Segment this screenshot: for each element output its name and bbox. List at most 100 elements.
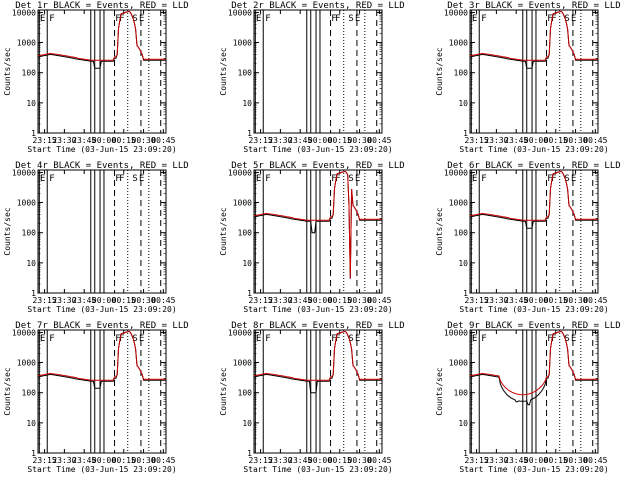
interval-letter: F	[115, 334, 120, 344]
y-tick-label: 10000	[12, 8, 36, 17]
x-tick-label: 00:30	[348, 296, 372, 305]
y-axis-label: Counts/sec	[435, 207, 444, 255]
y-tick-label: 1	[247, 289, 252, 298]
interval-letter: F	[551, 174, 556, 184]
interval-letter: E	[139, 174, 144, 184]
x-tick-label: 00:00	[524, 456, 548, 465]
interval-letter: F	[547, 174, 552, 184]
y-tick-label: 100	[238, 69, 253, 78]
x-tick-label: 23:45	[72, 456, 96, 465]
events-series-line	[469, 170, 598, 229]
x-axis-label: Start Time (03-Jun-15 23:09:20)	[243, 305, 392, 314]
plot-frame	[469, 169, 599, 294]
y-tick-label: 10000	[12, 328, 36, 337]
x-tick-label: 23:45	[72, 296, 96, 305]
x-tick-label: 23:30	[268, 456, 292, 465]
x-axis-label: Start Time (03-Jun-15 23:09:20)	[27, 145, 176, 154]
y-tick-label: 1	[463, 289, 468, 298]
interval-letter: S	[132, 334, 137, 344]
y-tick-label: 100	[22, 389, 37, 398]
x-tick-label: 23:30	[52, 136, 76, 145]
detector-panel-9: Det 9r BLACK = Events, RED = LLD 1 10 100 10…	[435, 321, 621, 474]
panel-title: Det 4r BLACK = Events, RED = LLD	[15, 161, 188, 171]
y-tick-label: 10	[458, 99, 468, 108]
interval-letter: E	[139, 334, 144, 344]
x-tick-label: 23:15	[33, 136, 57, 145]
x-tick-label: 00:30	[132, 456, 156, 465]
x-tick-label: 23:15	[465, 456, 489, 465]
y-axis-label: Counts/sec	[3, 47, 12, 95]
events-series-line	[469, 10, 598, 69]
interval-letter: F	[335, 14, 340, 24]
events-series-line	[253, 170, 382, 279]
x-tick-label: 00:45	[367, 296, 391, 305]
x-tick-label: 00:45	[151, 136, 175, 145]
x-axis-label: Start Time (03-Jun-15 23:09:20)	[243, 145, 392, 154]
y-axis-label: Counts/sec	[219, 367, 228, 415]
x-tick-label: 00:15	[112, 136, 136, 145]
panel-title: Det 5r BLACK = Events, RED = LLD	[231, 161, 404, 171]
interval-letter: E	[571, 334, 576, 344]
detector-panel-3: Det 3r BLACK = Events, RED = LLD 1 10 100 10…	[435, 1, 621, 154]
interval-letter: F	[481, 174, 486, 184]
x-tick-label: 00:15	[328, 136, 352, 145]
y-tick-label: 10	[26, 259, 36, 268]
y-tick-label: 1	[31, 449, 36, 458]
interval-letter: S	[348, 334, 353, 344]
plot-frame	[253, 169, 383, 294]
plot-frame	[253, 9, 383, 134]
y-axis-label: Counts/sec	[435, 47, 444, 95]
x-tick-label: 23:30	[52, 296, 76, 305]
x-tick-label: 00:30	[132, 296, 156, 305]
detector-panel-5: Det 5r BLACK = Events, RED = LLD 1 10 100 10…	[219, 161, 405, 314]
y-tick-label: 1000	[449, 199, 468, 208]
interval-letter: E	[571, 14, 576, 24]
y-tick-label: 10000	[228, 168, 252, 177]
interval-letter: F	[119, 14, 124, 24]
y-tick-label: 1	[247, 449, 252, 458]
x-tick-label: 23:45	[72, 136, 96, 145]
events-series-line	[469, 330, 598, 406]
y-tick-label: 100	[238, 389, 253, 398]
interval-letter: E	[40, 174, 45, 184]
interval-letter: E	[355, 334, 360, 344]
x-tick-label: 23:15	[249, 136, 273, 145]
x-tick-label: 23:15	[33, 296, 57, 305]
y-tick-label: 10000	[444, 8, 468, 17]
interval-letter: F	[547, 334, 552, 344]
x-tick-label: 00:30	[564, 456, 588, 465]
plot-frame	[37, 169, 167, 294]
x-tick-label: 00:00	[308, 296, 332, 305]
y-tick-label: 100	[238, 229, 253, 238]
detector-panel-4: Det 4r BLACK = Events, RED = LLD 1 10 100 10…	[3, 161, 189, 314]
interval-letter: E	[355, 174, 360, 184]
x-tick-label: 00:00	[92, 456, 116, 465]
x-tick-label: 00:45	[583, 136, 607, 145]
x-axis-label: Start Time (03-Jun-15 23:09:20)	[459, 305, 608, 314]
y-axis-label: Counts/sec	[3, 207, 12, 255]
interval-letter: F	[265, 14, 270, 24]
interval-letter: F	[49, 174, 54, 184]
x-tick-label: 23:15	[249, 456, 273, 465]
interval-letter: S	[348, 174, 353, 184]
detector-panel-6: Det 6r BLACK = Events, RED = LLD 1 10 100 10…	[435, 161, 621, 314]
x-axis-label: Start Time (03-Jun-15 23:09:20)	[459, 145, 608, 154]
interval-letter: S	[132, 14, 137, 24]
plot-frame	[253, 329, 383, 454]
lld-series-line	[469, 170, 598, 221]
x-tick-label: 23:45	[288, 456, 312, 465]
x-tick-label: 23:15	[465, 296, 489, 305]
x-tick-label: 23:30	[268, 296, 292, 305]
x-axis-label: Start Time (03-Jun-15 23:09:20)	[27, 305, 176, 314]
x-tick-label: 00:00	[308, 456, 332, 465]
x-axis-label: Start Time (03-Jun-15 23:09:20)	[243, 465, 392, 474]
y-tick-label: 10	[26, 419, 36, 428]
lld-series-line	[253, 330, 382, 381]
x-tick-label: 00:15	[544, 136, 568, 145]
interval-letter: F	[547, 14, 552, 24]
x-tick-label: 23:15	[249, 296, 273, 305]
panel-title: Det 9r BLACK = Events, RED = LLD	[447, 321, 620, 331]
interval-letter: S	[132, 174, 137, 184]
detector-panel-2: Det 2r BLACK = Events, RED = LLD 1 10 100 10…	[219, 1, 405, 154]
interval-letter: E	[472, 174, 477, 184]
